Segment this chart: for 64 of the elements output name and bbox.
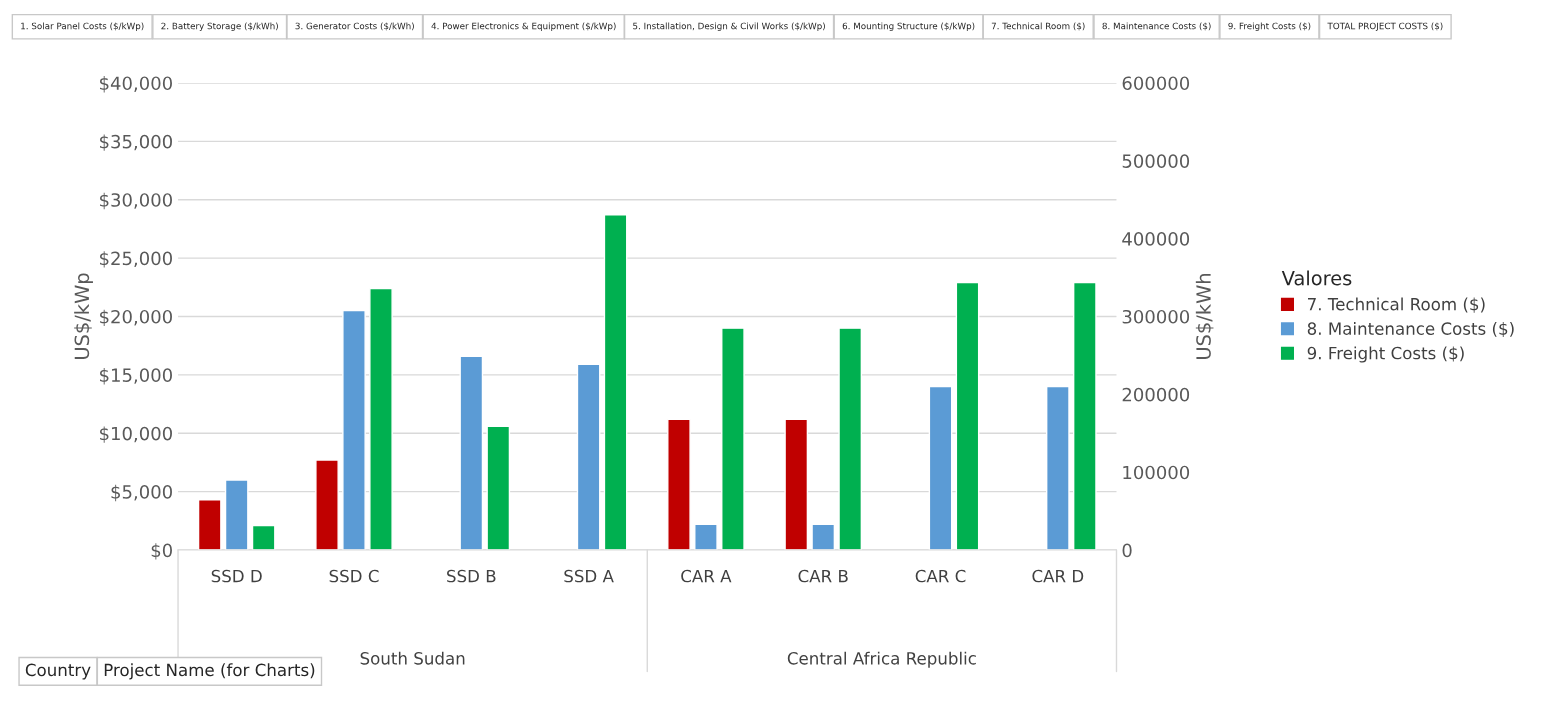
bar <box>721 327 745 551</box>
y2-tick-label: 400000 <box>1122 232 1190 246</box>
bar <box>251 524 276 551</box>
bar <box>784 418 809 551</box>
y2-axis-title: US$/kWh <box>1195 273 1214 359</box>
text: 2. Battery Storage ($/kWh) <box>161 22 278 31</box>
bar <box>576 363 601 551</box>
x-tick-label: CAR A <box>681 569 732 583</box>
bar <box>486 425 511 551</box>
bar <box>811 523 836 551</box>
legend-label: 8. Maintenance Costs ($) <box>1307 322 1514 338</box>
x-tick-label: CAR B <box>798 569 848 583</box>
y-tick-label: $25,000 <box>100 251 172 268</box>
x-tick-label: SSD B <box>447 569 496 583</box>
text: Project Name (for Charts) <box>104 663 315 680</box>
text: Central Africa Republic <box>787 651 976 668</box>
bar <box>694 523 718 551</box>
x-tick-label: SSD D <box>211 569 262 583</box>
legend-title: Valores <box>1281 270 1352 286</box>
text: 5. Installation, Design & Civil Works ($/kWp) <box>633 22 825 31</box>
y-tick-label: $30,000 <box>100 192 172 210</box>
text: South Sudan <box>360 651 465 665</box>
text: Country <box>25 663 91 680</box>
y2-tick-label: 600000 <box>1122 76 1190 91</box>
text: 3. Generator Costs ($/kWh) <box>295 22 414 31</box>
y-tick-label: $40,000 <box>100 76 172 93</box>
x-tick-label: SSD C <box>329 569 379 583</box>
legend-label: 9. Freight Costs ($) <box>1307 346 1464 363</box>
bar <box>1072 281 1097 551</box>
x-tick-label: CAR C <box>915 569 966 583</box>
y-tick-label: $20,000 <box>100 309 172 327</box>
bar <box>342 309 366 551</box>
y-tick-label: $0 <box>151 543 172 560</box>
bar <box>197 499 222 551</box>
bar <box>928 385 953 551</box>
bar <box>224 479 249 551</box>
bar <box>955 281 980 551</box>
bar <box>603 214 628 551</box>
y2-tick-label: 500000 <box>1122 154 1190 168</box>
bar <box>459 355 484 551</box>
y-axis-title: US$/kWp <box>74 273 93 359</box>
y-tick-label: $10,000 <box>100 426 172 443</box>
bar <box>667 418 691 551</box>
y2-tick-label: 300000 <box>1122 309 1190 324</box>
bar <box>315 459 339 551</box>
bar <box>369 287 393 551</box>
bar <box>1045 385 1070 551</box>
text: 9. Freight Costs ($) <box>1228 22 1311 31</box>
y2-tick-label: 200000 <box>1122 387 1190 402</box>
text: TOTAL PROJECT COSTS ($) <box>1327 22 1443 31</box>
bar <box>838 327 863 551</box>
text: 6. Mounting Structure ($/kWp) <box>842 22 975 31</box>
text: 7. Technical Room ($) <box>991 22 1085 31</box>
text: 1. Solar Panel Costs ($/kWp) <box>21 22 144 31</box>
text: 8. Maintenance Costs ($) <box>1102 22 1211 31</box>
y-tick-label: $15,000 <box>100 368 172 385</box>
y-tick-label: $5,000 <box>111 484 172 502</box>
y2-tick-label: 100000 <box>1123 465 1190 480</box>
y-tick-label: $35,000 <box>100 134 172 151</box>
x-tick-label: SSD A <box>564 569 614 583</box>
text: 4. Power Electronics & Equipment ($/kWp) <box>431 22 616 31</box>
y2-tick-label: 0 <box>1122 543 1132 558</box>
x-tick-label: CAR D <box>1032 569 1084 583</box>
legend-label: 7. Technical Room ($) <box>1308 297 1485 313</box>
